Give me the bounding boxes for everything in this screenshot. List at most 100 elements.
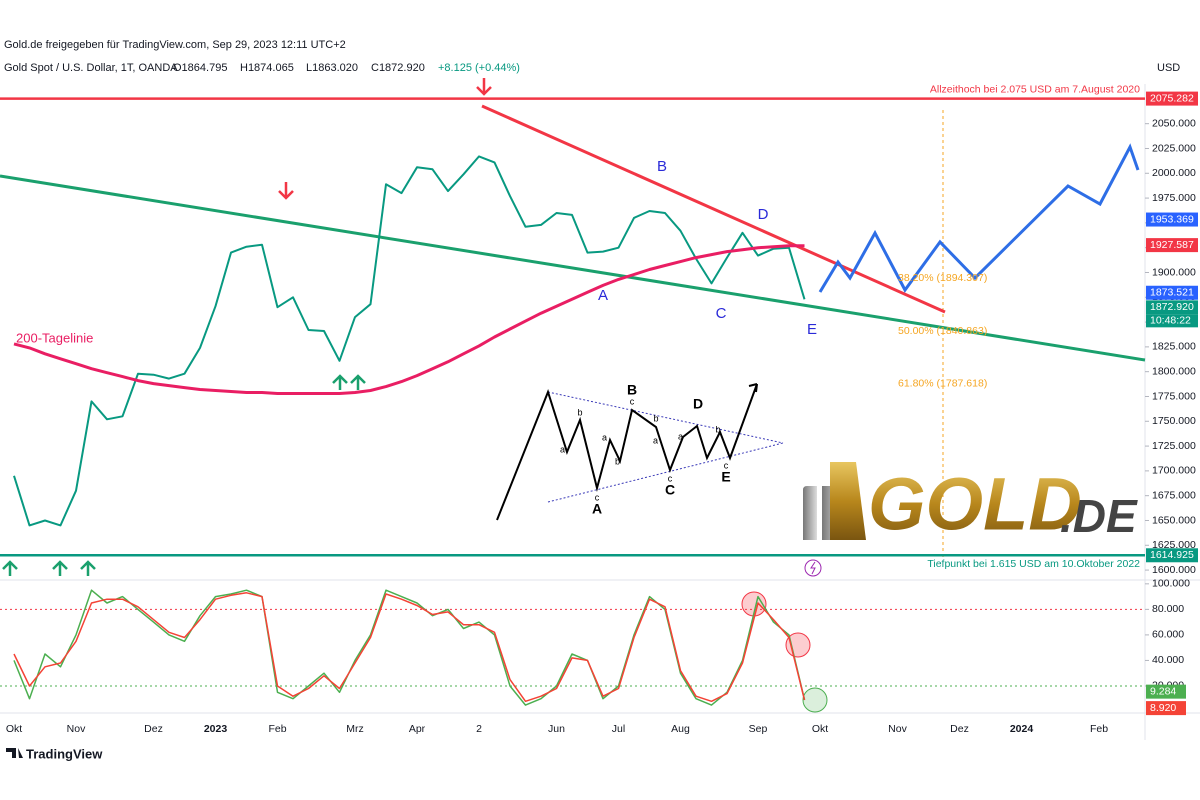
x-tick-label: Nov — [67, 723, 86, 735]
y-tick-label: 1775.000 — [1152, 390, 1196, 402]
y-tick-label: 80.000 — [1152, 603, 1184, 615]
countdown: 10:48:22 — [1150, 315, 1191, 327]
ma-label: 200-Tagelinie — [16, 330, 93, 345]
wave-label: A — [598, 287, 608, 304]
y-tick-label: 1700.000 — [1152, 465, 1196, 477]
price-label-box — [1146, 212, 1198, 227]
series-line — [13, 155, 806, 527]
price-label-box — [1146, 300, 1198, 315]
price-label: 1953.369 — [1150, 213, 1194, 225]
wave-label: E — [807, 321, 817, 338]
inset-sublabel: c — [630, 396, 635, 406]
tv-icon — [6, 748, 23, 758]
inset-sublabel: c — [724, 460, 729, 470]
ohlc: L1863.020 — [306, 62, 358, 74]
x-tick-label: Jun — [548, 723, 565, 735]
fib-label: 50.00% (1840.863) — [898, 325, 987, 337]
fib-label: 61.80% (1787.618) — [898, 378, 987, 390]
oversold-mark — [802, 687, 828, 713]
inset-sublabel: a — [678, 431, 683, 441]
fib-label: 38.20% (1894.307) — [898, 272, 987, 284]
x-tick-label: Apr — [409, 723, 426, 735]
arrows-down — [278, 78, 492, 200]
inset-sublabel: b — [577, 407, 582, 417]
x-tick-label: 2023 — [204, 723, 228, 735]
inset-label: B — [627, 382, 637, 398]
logo-text: GOLD — [868, 463, 1082, 546]
inset-sublabel: a — [653, 435, 658, 445]
price-label: 2075.282 — [1150, 92, 1194, 104]
inset-sublabel: b — [615, 456, 620, 466]
last-value-label: 9.284 — [1150, 685, 1176, 697]
series-line — [13, 592, 806, 703]
y-tick-label: 2000.000 — [1152, 167, 1196, 179]
last-value-box — [1146, 684, 1186, 699]
currency: USD — [1157, 62, 1180, 74]
countdown-box — [1146, 314, 1198, 328]
y-tick-label: 1650.000 — [1152, 514, 1196, 526]
x-tick-label: 2 — [476, 723, 482, 735]
y-tick-label: 1825.000 — [1152, 341, 1196, 353]
x-tick-label: Aug — [671, 723, 690, 735]
y-tick-label: 1625.000 — [1152, 539, 1196, 551]
x-tick-label: 2024 — [1010, 723, 1034, 735]
inset-label: A — [592, 501, 602, 517]
x-tick-label: Nov — [888, 723, 907, 735]
projection — [818, 143, 1140, 293]
inset-sublabel: a — [602, 432, 607, 442]
logo-domain: .DE — [1060, 490, 1138, 542]
inset-sublabel: c — [595, 492, 600, 502]
price-label-box — [1146, 91, 1198, 106]
price-label: 1873.521 — [1150, 287, 1194, 299]
x-tick-label: Feb — [268, 723, 286, 735]
x-tick-label: Dez — [144, 723, 163, 735]
level-label: Allzeithoch bei 2.075 USD am 7.August 20… — [930, 83, 1140, 95]
x-tick-label: Jul — [612, 723, 625, 735]
last-value-label: 8.920 — [1150, 702, 1176, 714]
support-line — [0, 174, 1146, 362]
inset-sublabel: b — [653, 413, 658, 423]
ohlc: H1874.065 — [240, 62, 294, 74]
inset-sublabel: c — [668, 473, 673, 483]
inset-sublabel: b — [715, 424, 720, 434]
x-tick-label: Sep — [749, 723, 768, 735]
y-tick-label: 1600.000 — [1152, 564, 1196, 576]
y-tick-label: 1675.000 — [1152, 489, 1196, 501]
price-label-box — [1146, 238, 1198, 253]
footer: TradingView — [26, 746, 103, 761]
price-label-box — [1146, 548, 1198, 563]
x-tick-label: Okt — [6, 723, 22, 735]
inset-sublabel: a — [560, 444, 565, 454]
arrows-up — [2, 374, 366, 576]
y-tick-label: 2025.000 — [1152, 142, 1196, 154]
y-tick-label: 2050.000 — [1152, 117, 1196, 129]
inset-label: D — [693, 396, 703, 412]
y-tick-label: 100.000 — [1152, 578, 1190, 590]
ohlc: O1864.795 — [173, 62, 227, 74]
wave-label: C — [716, 305, 727, 322]
inset-diagram: A B C D E a b c a b c a b c a b c — [496, 382, 784, 521]
wave-label: B — [657, 158, 667, 175]
x-tick-label: Feb — [1090, 723, 1108, 735]
y-tick-label: 1900.000 — [1152, 266, 1196, 278]
price-label: 1872.920 — [1150, 301, 1194, 313]
price-label: 1614.925 — [1150, 549, 1194, 561]
x-tick-label: Mrz — [346, 723, 364, 735]
last-value-box — [1146, 701, 1186, 716]
symbol: Gold Spot / U.S. Dollar, 1T, OANDA — [4, 62, 178, 74]
event-icon[interactable] — [804, 559, 822, 577]
level-label: Tiefpunkt bei 1.615 USD am 10.Oktober 20… — [927, 558, 1140, 570]
y-tick-label: 1725.000 — [1152, 440, 1196, 452]
ohlc-change: +8.125 (+0.44%) — [438, 62, 520, 74]
ohlc: C1872.920 — [371, 62, 425, 74]
price-label: 1927.587 — [1150, 239, 1194, 251]
inset-label: C — [665, 482, 675, 498]
x-tick-label: Dez — [950, 723, 969, 735]
y-tick-label: 1750.000 — [1152, 415, 1196, 427]
y-tick-label: 60.000 — [1152, 629, 1184, 641]
y-tick-label: 1800.000 — [1152, 365, 1196, 377]
inset-label: E — [721, 469, 730, 485]
x-tick-label: Okt — [812, 723, 828, 735]
